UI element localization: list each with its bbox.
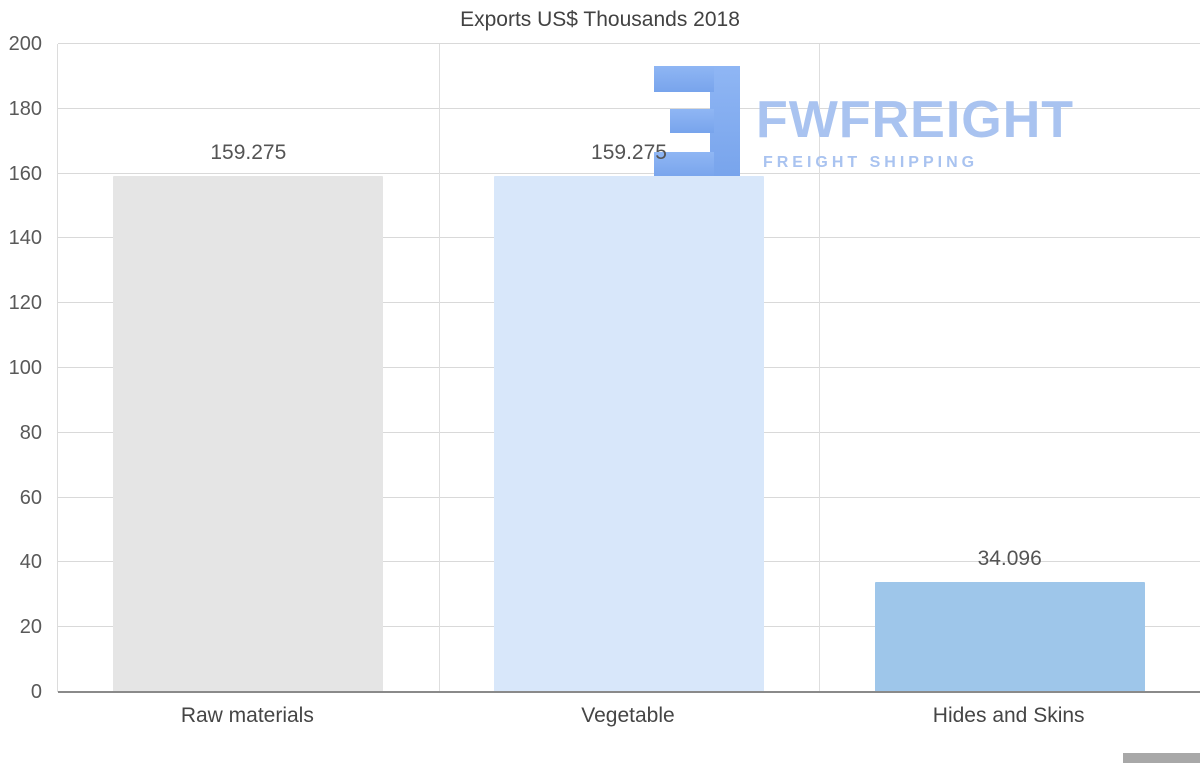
- y-tick-label: 20: [19, 616, 42, 639]
- y-tick-label: 200: [8, 33, 42, 55]
- x-axis-category-label: Hides and Skins: [932, 704, 1085, 727]
- y-tick-label: 160: [8, 162, 42, 185]
- y-tick-label: 60: [19, 486, 42, 509]
- y-tick-label: 100: [8, 357, 42, 379]
- y-tick-label: 140: [8, 227, 42, 250]
- gridline: [58, 107, 1200, 109]
- chart-title: Exports US$ Thousands 2018: [460, 8, 740, 31]
- y-tick-label: 40: [19, 551, 42, 574]
- column-separator: [438, 44, 440, 692]
- y-tick-label: 120: [8, 292, 42, 315]
- bar-column: 34.096: [819, 44, 1200, 692]
- gridline: [58, 43, 1200, 44]
- x-axis-line: [58, 691, 1200, 693]
- x-axis-category-label: Vegetable: [581, 704, 675, 727]
- bar-column: 159.275: [439, 44, 820, 692]
- gridline: [58, 172, 1200, 174]
- bar-column: 159.275: [58, 44, 439, 692]
- y-tick-label: 0: [30, 681, 42, 703]
- x-axis-category-label: Raw materials: [180, 704, 314, 727]
- y-tick-label: 180: [8, 97, 42, 120]
- y-axis: 0 20 40 60 80 100 120 140 160 180 200: [0, 33, 48, 703]
- plot-area: 159.275 159.275 34.096: [57, 43, 1200, 693]
- horizontal-scrollbar-thumb[interactable]: [1123, 753, 1200, 763]
- bars-row: 159.275 159.275 34.096: [58, 44, 1200, 692]
- bar: [874, 581, 1145, 692]
- bar-value-label: 159.275: [210, 140, 287, 164]
- bar-value-label: 34.096: [977, 546, 1042, 570]
- x-axis-labels: Raw materials Vegetable Hides and Skins: [57, 704, 1199, 728]
- y-tick-label: 80: [19, 421, 42, 444]
- bar: [113, 175, 384, 692]
- column-separator: [819, 44, 821, 692]
- bar-value-label: 159.275: [591, 140, 667, 164]
- bar: [493, 175, 765, 692]
